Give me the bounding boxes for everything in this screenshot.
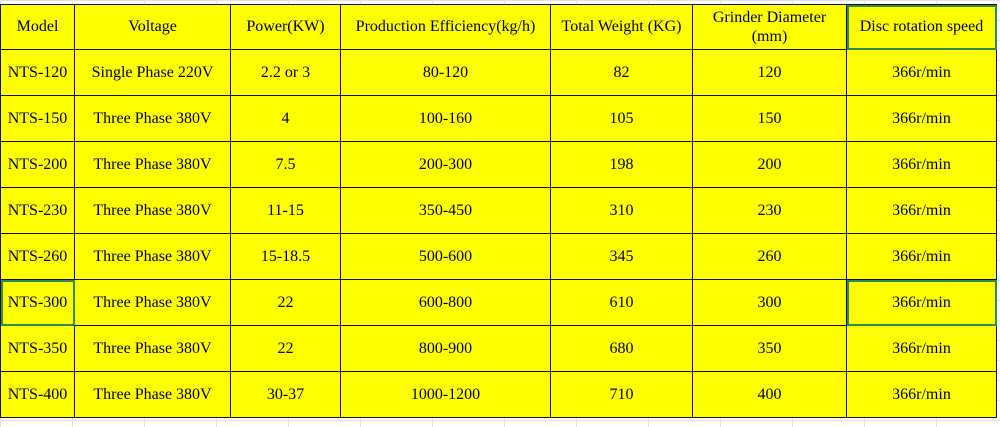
table-row: NTS-120 Single Phase 220V 2.2 or 3 80-12… <box>0 49 997 96</box>
cell-disc-speed[interactable]: 366r/min <box>846 233 997 280</box>
cell-disc-speed[interactable]: 366r/min <box>846 95 997 142</box>
cell-disc-speed[interactable]: 366r/min <box>846 325 997 372</box>
spec-table: Model Voltage Power(KW) Production Effic… <box>0 4 997 418</box>
table-row: NTS-260 Three Phase 380V 15-18.5 500-600… <box>0 233 997 280</box>
cell-efficiency[interactable]: 800-900 <box>340 325 551 372</box>
cell-grinder-diameter[interactable]: 150 <box>692 95 847 142</box>
cell-power[interactable]: 22 <box>230 279 341 326</box>
header-power[interactable]: Power(KW) <box>230 4 341 50</box>
cell-disc-speed[interactable]: 366r/min <box>846 49 997 96</box>
cell-weight[interactable]: 310 <box>550 187 693 234</box>
cell-model[interactable]: NTS-260 <box>0 233 75 280</box>
table-row: NTS-230 Three Phase 380V 11-15 350-450 3… <box>0 187 997 234</box>
table-row: NTS-200 Three Phase 380V 7.5 200-300 198… <box>0 141 997 188</box>
cell-model[interactable]: NTS-230 <box>0 187 75 234</box>
header-grinder-diameter[interactable]: Grinder Diameter (mm) <box>692 4 847 50</box>
table-row: NTS-300 Three Phase 380V 22 600-800 610 … <box>0 279 997 326</box>
cell-voltage[interactable]: Three Phase 380V <box>74 141 231 188</box>
cell-voltage[interactable]: Three Phase 380V <box>74 325 231 372</box>
header-voltage[interactable]: Voltage <box>74 4 231 50</box>
cell-grinder-diameter[interactable]: 300 <box>692 279 847 326</box>
cell-voltage[interactable]: Three Phase 380V <box>74 95 231 142</box>
header-weight[interactable]: Total Weight (KG) <box>550 4 693 50</box>
cell-grinder-diameter[interactable]: 230 <box>692 187 847 234</box>
cell-grinder-diameter[interactable]: 400 <box>692 371 847 418</box>
cell-power[interactable]: 22 <box>230 325 341 372</box>
cell-weight[interactable]: 710 <box>550 371 693 418</box>
cell-efficiency[interactable]: 80-120 <box>340 49 551 96</box>
cell-power[interactable]: 30-37 <box>230 371 341 418</box>
cell-voltage[interactable]: Three Phase 380V <box>74 279 231 326</box>
cell-grinder-diameter[interactable]: 120 <box>692 49 847 96</box>
table-row: NTS-350 Three Phase 380V 22 800-900 680 … <box>0 325 997 372</box>
cell-weight[interactable]: 610 <box>550 279 693 326</box>
cell-disc-speed[interactable]: 366r/min <box>846 371 997 418</box>
cell-disc-speed[interactable]: 366r/min <box>846 187 997 234</box>
cell-power[interactable]: 2.2 or 3 <box>230 49 341 96</box>
cell-disc-speed[interactable]: 366r/min <box>846 141 997 188</box>
cell-power[interactable]: 11-15 <box>230 187 341 234</box>
cell-grinder-diameter[interactable]: 260 <box>692 233 847 280</box>
cell-voltage[interactable]: Three Phase 380V <box>74 371 231 418</box>
cell-model[interactable]: NTS-300 <box>0 279 75 326</box>
cell-disc-speed-selected[interactable]: 366r/min <box>846 279 997 326</box>
cell-model[interactable]: NTS-350 <box>0 325 75 372</box>
cell-model[interactable]: NTS-150 <box>0 95 75 142</box>
cell-weight[interactable]: 198 <box>550 141 693 188</box>
table-row: NTS-150 Three Phase 380V 4 100-160 105 1… <box>0 95 997 142</box>
cell-weight[interactable]: 345 <box>550 233 693 280</box>
header-row: Model Voltage Power(KW) Production Effic… <box>0 4 997 50</box>
cell-weight[interactable]: 105 <box>550 95 693 142</box>
cell-voltage[interactable]: Single Phase 220V <box>74 49 231 96</box>
cell-grinder-diameter[interactable]: 200 <box>692 141 847 188</box>
cell-power[interactable]: 7.5 <box>230 141 341 188</box>
header-disc-speed[interactable]: Disc rotation speed <box>846 4 997 50</box>
cell-power[interactable]: 15-18.5 <box>230 233 341 280</box>
cell-model[interactable]: NTS-400 <box>0 371 75 418</box>
header-model[interactable]: Model <box>0 4 75 50</box>
cell-model[interactable]: NTS-120 <box>0 49 75 96</box>
cell-efficiency[interactable]: 500-600 <box>340 233 551 280</box>
cell-voltage[interactable]: Three Phase 380V <box>74 187 231 234</box>
cell-voltage[interactable]: Three Phase 380V <box>74 233 231 280</box>
cell-model[interactable]: NTS-200 <box>0 141 75 188</box>
cell-efficiency[interactable]: 600-800 <box>340 279 551 326</box>
cell-efficiency[interactable]: 200-300 <box>340 141 551 188</box>
cell-efficiency[interactable]: 100-160 <box>340 95 551 142</box>
cell-efficiency[interactable]: 1000-1200 <box>340 371 551 418</box>
cell-weight[interactable]: 680 <box>550 325 693 372</box>
cell-weight[interactable]: 82 <box>550 49 693 96</box>
cell-efficiency[interactable]: 350-450 <box>340 187 551 234</box>
table-row: NTS-400 Three Phase 380V 30-37 1000-1200… <box>0 371 997 418</box>
header-efficiency[interactable]: Production Efficiency(kg/h) <box>340 4 551 50</box>
cell-power[interactable]: 4 <box>230 95 341 142</box>
cell-grinder-diameter[interactable]: 350 <box>692 325 847 372</box>
